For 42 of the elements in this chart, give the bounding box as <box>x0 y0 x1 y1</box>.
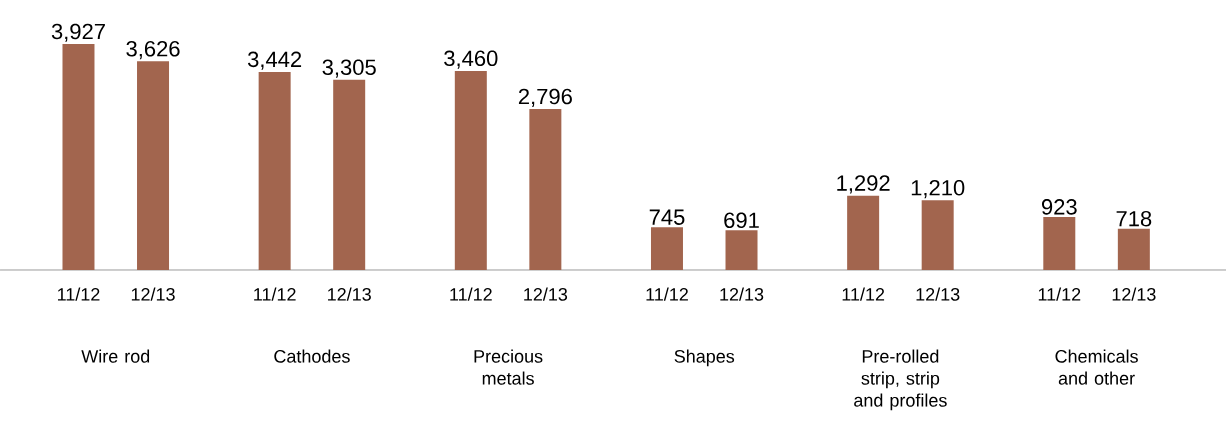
data-label: 3,626 <box>126 40 180 60</box>
text: 11/12 <box>842 287 885 301</box>
text: 12/13 <box>131 287 175 301</box>
bar <box>1043 216 1076 270</box>
data-label: 2,796 <box>518 88 572 107</box>
text: 12/13 <box>916 287 960 301</box>
series-label: 11/12 <box>58 287 100 301</box>
data-label: 1,292 <box>837 175 890 194</box>
x-tick-label: Wire rod <box>81 349 150 363</box>
bar <box>1117 228 1150 270</box>
bar <box>921 200 954 270</box>
bar <box>333 79 366 270</box>
text: 11/12 <box>254 287 296 301</box>
data-label: 691 <box>724 212 759 229</box>
bar <box>529 109 562 270</box>
data-label: 745 <box>649 209 685 225</box>
series-label: 12/13 <box>1112 287 1156 301</box>
text: 12/13 <box>720 287 764 301</box>
text: 11/12 <box>450 287 492 301</box>
data-label: 3,305 <box>322 59 376 78</box>
x-tick-label: Chemicals and other <box>1055 349 1138 385</box>
bar <box>725 230 758 270</box>
data-label: 923 <box>1041 199 1077 215</box>
data-label: 3,442 <box>247 51 302 70</box>
bar <box>650 227 683 270</box>
bar <box>137 61 170 270</box>
text: 12/13 <box>328 287 371 301</box>
bar <box>847 195 880 270</box>
bar <box>62 44 95 270</box>
data-label: 1,210 <box>911 179 965 199</box>
bar <box>454 70 487 270</box>
bar <box>258 71 291 270</box>
x-tick-label: Cathodes <box>274 349 350 363</box>
x-tick-label: Shapes <box>674 349 735 367</box>
data-label: 3,460 <box>444 50 498 69</box>
text: 12/13 <box>524 287 568 301</box>
text: 11/12 <box>646 287 688 301</box>
x-tick-label: Precious metals <box>474 349 543 385</box>
text: 11/12 <box>1038 287 1081 301</box>
data-label: 3,927 <box>51 23 105 42</box>
data-label: 718 <box>1116 210 1152 227</box>
x-tick-label: Pre-rolled strip, strip and profiles <box>854 349 947 411</box>
